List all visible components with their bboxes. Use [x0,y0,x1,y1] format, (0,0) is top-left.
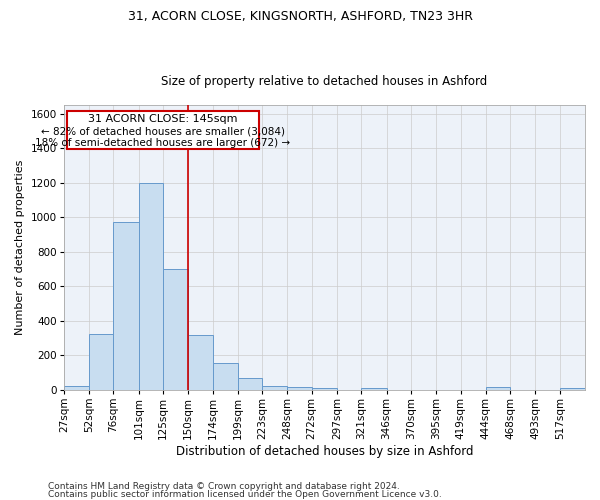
Title: Size of property relative to detached houses in Ashford: Size of property relative to detached ho… [161,76,487,88]
Bar [312,388,337,390]
Text: 31, ACORN CLOSE, KINGSNORTH, ASHFORD, TN23 3HR: 31, ACORN CLOSE, KINGSNORTH, ASHFORD, TN… [128,10,473,23]
Text: ← 82% of detached houses are smaller (3,084): ← 82% of detached houses are smaller (3,… [41,126,285,136]
Bar [139,182,163,390]
Text: 31 ACORN CLOSE: 145sqm: 31 ACORN CLOSE: 145sqm [88,114,238,124]
Text: 18% of semi-detached houses are larger (672) →: 18% of semi-detached houses are larger (… [35,138,290,148]
X-axis label: Distribution of detached houses by size in Ashford: Distribution of detached houses by size … [176,444,473,458]
Bar [287,388,312,390]
Bar [163,269,188,390]
Y-axis label: Number of detached properties: Number of detached properties [15,160,25,335]
Bar [212,363,238,390]
Bar [113,222,139,390]
Text: Contains HM Land Registry data © Crown copyright and database right 2024.: Contains HM Land Registry data © Crown c… [48,482,400,491]
Bar [262,386,287,390]
Bar [64,386,89,390]
Bar [486,388,510,390]
Bar [560,388,585,390]
Bar [238,378,262,390]
Bar [89,334,113,390]
Text: Contains public sector information licensed under the Open Government Licence v3: Contains public sector information licen… [48,490,442,499]
Bar [361,388,386,390]
FancyBboxPatch shape [67,111,259,149]
Bar [188,336,212,390]
